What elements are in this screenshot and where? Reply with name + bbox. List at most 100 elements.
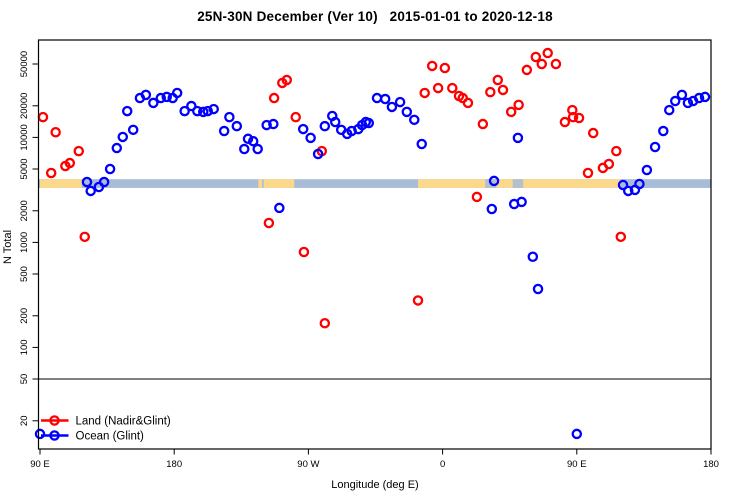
data-point-ocean <box>239 143 250 155</box>
data-point-ocean <box>488 175 500 187</box>
data-point-land <box>559 116 571 128</box>
data-point-land <box>492 74 504 86</box>
data-point-ocean <box>242 133 254 145</box>
data-point-land <box>536 58 548 70</box>
data-point-ocean <box>649 141 661 153</box>
data-point-ocean <box>171 87 183 99</box>
data-point-land <box>521 64 533 76</box>
data-point-ocean <box>274 202 285 214</box>
data-point-ocean <box>571 428 583 440</box>
data-point-land <box>64 157 76 169</box>
data-point-ocean <box>127 124 139 136</box>
x-tick-label: 0 <box>440 459 445 470</box>
y-tick-label: 10000 <box>19 124 30 150</box>
data-point-ocean <box>186 100 197 112</box>
chart-title: 25N-30N December (Ver 10) 2015-01-01 to … <box>197 9 553 24</box>
data-point-ocean <box>111 142 123 154</box>
data-point-ocean <box>363 117 375 129</box>
data-point-land <box>462 97 474 109</box>
data-point-ocean <box>386 101 398 113</box>
data-point-land <box>550 58 562 70</box>
data-point-land <box>419 87 430 99</box>
x-tick-label: 90 E <box>567 459 587 470</box>
data-point-land <box>263 217 275 229</box>
data-point-ocean <box>261 119 272 131</box>
data-point-ocean <box>268 118 279 130</box>
y-tick-label: 200 <box>19 308 30 324</box>
surface-type-band <box>38 179 711 188</box>
legend-label: Land (Nadir&Glint) <box>76 416 171 428</box>
data-point-ocean <box>379 93 391 105</box>
y-tick-label: 500 <box>19 266 30 282</box>
data-point-land <box>587 127 599 139</box>
data-point-ocean <box>676 89 688 101</box>
data-point-land <box>477 118 489 130</box>
y-tick-label: 20000 <box>19 93 30 119</box>
data-point-land <box>432 82 444 94</box>
data-point-ocean <box>669 95 681 107</box>
data-point-land <box>73 145 85 157</box>
data-point-ocean <box>247 135 259 147</box>
data-point-ocean <box>218 125 230 137</box>
data-point-land <box>611 145 622 157</box>
data-point-land <box>79 231 90 243</box>
data-point-land <box>447 82 458 94</box>
legend-marker <box>49 415 60 426</box>
data-point-land <box>45 167 57 179</box>
x-tick-label: 180 <box>703 459 719 470</box>
data-point-ocean <box>409 114 420 126</box>
data-point-ocean <box>224 111 235 123</box>
data-point-ocean <box>305 132 316 144</box>
y-tick-label: 5000 <box>19 158 30 179</box>
legend-item: Land (Nadir&Glint) <box>41 415 171 428</box>
data-point-ocean <box>486 203 498 215</box>
data-point-ocean <box>516 196 527 208</box>
band-segment-land <box>263 179 295 188</box>
data-point-land <box>439 62 451 74</box>
data-point-land <box>281 74 293 86</box>
data-point-land <box>485 86 496 98</box>
band-ocean-base <box>38 179 711 188</box>
data-point-ocean <box>658 125 669 137</box>
y-tick-label: 2000 <box>19 200 30 221</box>
data-point-land <box>513 99 524 111</box>
data-point-land <box>530 51 542 63</box>
data-point-ocean <box>121 105 133 117</box>
data-point-ocean <box>104 163 116 175</box>
data-point-ocean <box>416 138 427 150</box>
y-axis-label: N Total <box>2 230 14 264</box>
data-point-land <box>471 191 483 203</box>
legend-item: Ocean (Glint) <box>41 430 145 443</box>
data-point-land <box>290 111 301 123</box>
x-axis-label: Longitude (deg E) <box>331 479 418 491</box>
band-segment-land <box>258 179 263 188</box>
data-point-ocean <box>192 105 203 117</box>
data-point-ocean <box>148 97 159 109</box>
band-patch-water <box>512 179 524 188</box>
data-point-ocean <box>512 132 524 144</box>
data-point-ocean <box>319 120 331 132</box>
data-point-ocean <box>198 106 209 118</box>
legend: Land (Nadir&Glint) Ocean (Glint) <box>41 415 171 443</box>
data-point-ocean <box>641 164 653 176</box>
data-point-ocean <box>693 92 705 104</box>
plot-border <box>37 39 712 450</box>
x-tick-label: 180 <box>166 459 182 470</box>
legend-label: Ocean (Glint) <box>76 431 145 443</box>
y-tick-label: 100 <box>19 339 30 355</box>
data-point-ocean <box>622 185 634 197</box>
y-tick-label: 50 <box>19 374 30 385</box>
data-point-ocean <box>297 123 309 135</box>
data-point-land <box>319 317 331 329</box>
data-point-ocean <box>155 92 167 104</box>
data-point-ocean <box>699 91 711 103</box>
data-point-land <box>615 231 627 243</box>
data-point-ocean <box>34 428 46 440</box>
data-point-ocean <box>140 89 152 101</box>
legend-marker <box>49 430 60 441</box>
data-point-land <box>567 111 579 123</box>
x-tick-label: 90 E <box>30 459 50 470</box>
band-segment-land <box>40 179 82 188</box>
